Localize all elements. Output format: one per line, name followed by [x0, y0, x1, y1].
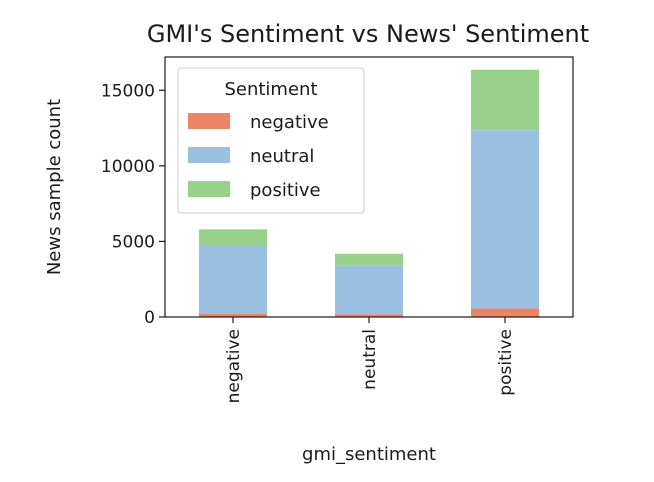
legend-swatch-positive — [188, 181, 230, 197]
y-axis-label: News sample count — [44, 99, 65, 275]
legend-title: Sentiment — [224, 79, 317, 100]
plot-frame — [164, 56, 574, 318]
y-tick-label-10000: 10000 — [101, 157, 155, 177]
bar-negative-negative — [199, 313, 267, 317]
x-tick-label-neutral: neutral — [360, 329, 380, 390]
x-axis: negative neutral positive — [224, 317, 516, 403]
bar-neutral-positive — [335, 253, 403, 266]
legend-items: negative neutral positive — [188, 112, 329, 201]
x-axis-label: gmi_sentiment — [302, 444, 436, 465]
bars-layer — [199, 69, 539, 317]
legend-box — [177, 67, 365, 214]
bar-negative-neutral — [199, 245, 267, 314]
legend-label-negative: negative — [250, 112, 329, 133]
legend-swatch-neutral — [188, 147, 230, 163]
y-tick-label-0: 0 — [144, 308, 155, 328]
legend: Sentiment negative neutral positive — [177, 67, 365, 214]
bar-neutral-negative — [335, 314, 403, 317]
y-axis: 0 5000 10000 15000 — [101, 81, 165, 328]
chart-title: GMI's Sentiment vs News' Sentiment — [147, 20, 589, 48]
bar-negative-positive — [199, 229, 267, 246]
x-tick-label-negative: negative — [224, 329, 244, 403]
bar-neutral-neutral — [335, 265, 403, 315]
bar-positive-neutral — [471, 130, 539, 309]
y-tick-label-5000: 5000 — [112, 232, 155, 252]
legend-swatch-negative — [188, 113, 230, 129]
legend-label-neutral: neutral — [250, 146, 314, 167]
y-tick-label-15000: 15000 — [101, 81, 155, 101]
x-tick-label-positive: positive — [496, 329, 516, 396]
legend-label-positive: positive — [250, 180, 321, 201]
bar-positive-positive — [471, 69, 539, 131]
bar-positive-negative — [471, 308, 539, 317]
